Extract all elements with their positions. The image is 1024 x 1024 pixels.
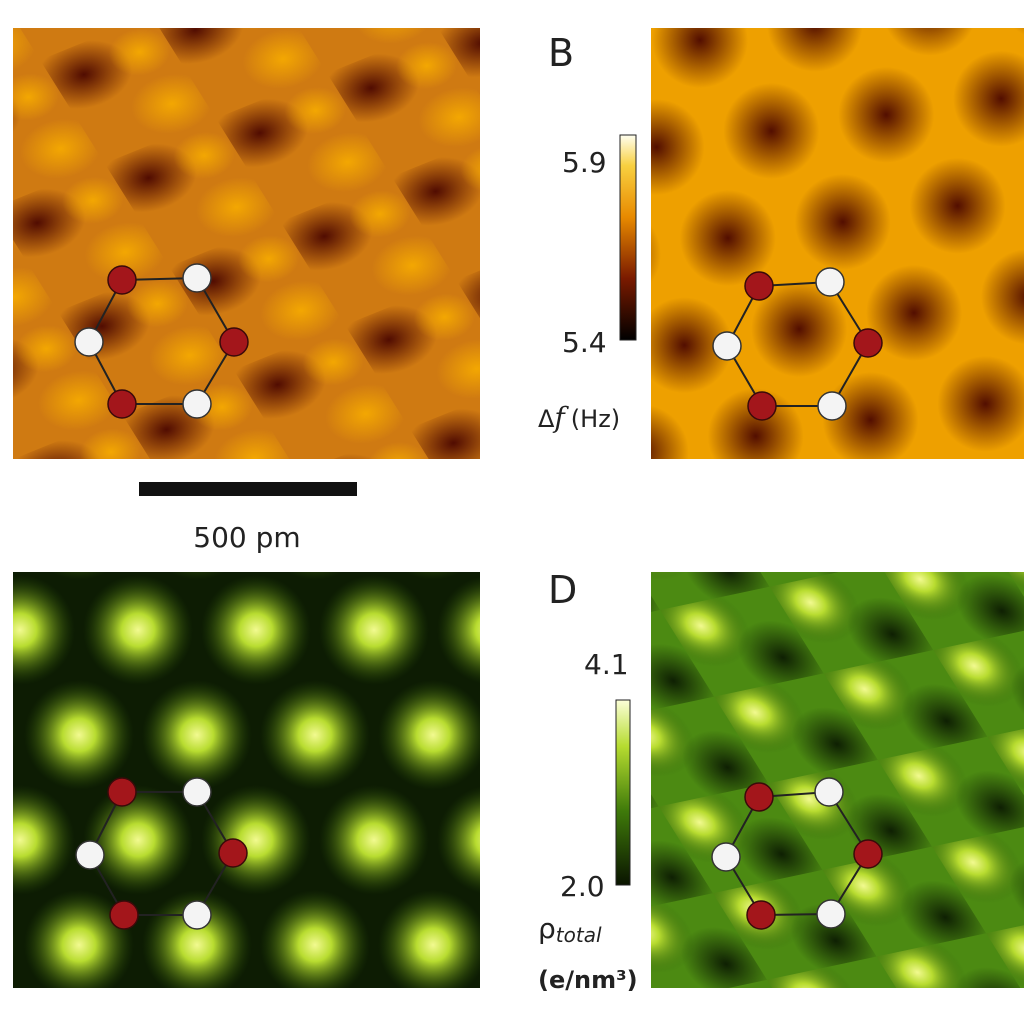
scale-bar [139, 482, 357, 496]
colorbar-max: 5.9 [562, 146, 607, 179]
colorbar [619, 134, 637, 341]
colorbar-max: 4.1 [584, 648, 629, 681]
hexagon [74, 263, 249, 419]
scale-bar-label: 500 pm [193, 521, 300, 554]
hexagon [711, 777, 883, 930]
colorbar-min: 2.0 [560, 870, 605, 903]
afm-image [651, 28, 1024, 459]
hexagon [75, 777, 248, 930]
afm-image [13, 28, 480, 459]
colorbar-label: Δf (Hz) [538, 401, 620, 434]
colorbar-label: ρtotal [538, 912, 602, 947]
density-image [13, 572, 480, 988]
hexagon [712, 267, 883, 421]
colorbar [615, 699, 631, 886]
variable: f [552, 401, 569, 434]
symbol: Δ [538, 405, 555, 433]
colorbar-min: 5.4 [562, 326, 607, 359]
panel-label: B [548, 31, 574, 75]
subscript: total [556, 923, 602, 947]
unit: (Hz) [571, 405, 620, 433]
panel-label: D [548, 568, 577, 612]
colorbar-unit: (e/nm³) [538, 966, 638, 994]
symbol: ρ [538, 912, 556, 945]
